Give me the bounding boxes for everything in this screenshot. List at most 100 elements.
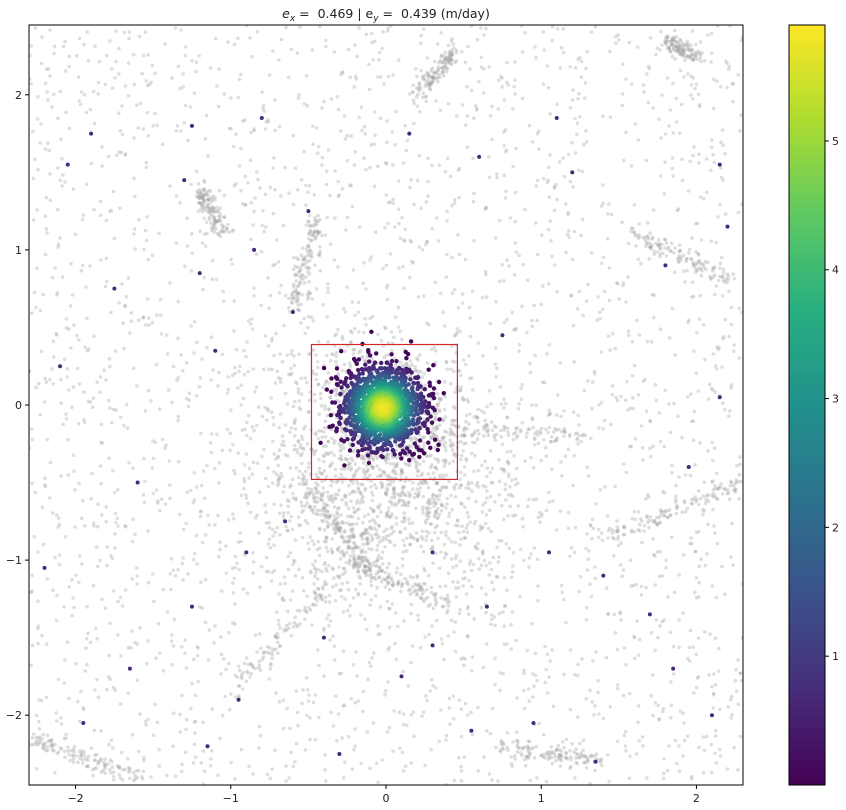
background-point bbox=[345, 580, 350, 585]
background-point bbox=[306, 250, 310, 254]
background-point bbox=[280, 434, 285, 438]
background-point bbox=[638, 637, 642, 642]
title-ex-value: = 0.469 | bbox=[295, 6, 365, 21]
background-point bbox=[316, 436, 321, 441]
background-point bbox=[252, 294, 256, 298]
background-point bbox=[461, 529, 466, 534]
background-point bbox=[443, 440, 447, 445]
background-point bbox=[361, 689, 366, 694]
background-point bbox=[659, 136, 663, 140]
background-point bbox=[291, 202, 296, 207]
background-point bbox=[723, 317, 728, 322]
background-point bbox=[259, 646, 263, 651]
background-point bbox=[500, 442, 505, 447]
background-point bbox=[595, 318, 599, 322]
background-point bbox=[332, 644, 337, 649]
background-point bbox=[126, 276, 131, 281]
background-point bbox=[450, 441, 455, 446]
background-point bbox=[489, 613, 494, 617]
background-point bbox=[38, 738, 43, 743]
background-point bbox=[637, 234, 642, 239]
background-point bbox=[297, 469, 302, 474]
background-point bbox=[237, 567, 241, 572]
background-point bbox=[78, 554, 82, 558]
background-point bbox=[49, 743, 53, 748]
background-point bbox=[276, 640, 280, 645]
background-point bbox=[320, 471, 325, 476]
background-point bbox=[342, 529, 347, 533]
background-point bbox=[327, 516, 331, 520]
background-point bbox=[43, 476, 47, 481]
background-point bbox=[532, 546, 537, 550]
background-point bbox=[157, 407, 162, 412]
background-point bbox=[697, 317, 702, 322]
background-point bbox=[361, 456, 366, 460]
background-point bbox=[42, 400, 47, 404]
background-point bbox=[313, 263, 317, 268]
background-point bbox=[88, 640, 93, 645]
background-point bbox=[302, 281, 307, 285]
background-point bbox=[404, 361, 409, 366]
background-point bbox=[217, 461, 222, 465]
background-point bbox=[123, 152, 128, 156]
background-point bbox=[233, 371, 237, 376]
background-point bbox=[146, 83, 150, 88]
background-point bbox=[179, 769, 184, 774]
background-point bbox=[709, 770, 714, 775]
background-point bbox=[236, 664, 241, 669]
background-point bbox=[393, 469, 398, 474]
background-point bbox=[64, 736, 68, 740]
background-point bbox=[242, 463, 247, 467]
background-point bbox=[296, 293, 300, 298]
background-point bbox=[199, 580, 203, 584]
background-point bbox=[419, 33, 424, 38]
background-point bbox=[510, 478, 514, 483]
background-point bbox=[635, 619, 639, 623]
background-point bbox=[650, 292, 655, 297]
background-point bbox=[429, 437, 433, 441]
background-point bbox=[104, 519, 108, 524]
background-point bbox=[324, 44, 328, 49]
background-point bbox=[383, 458, 388, 463]
background-point bbox=[52, 92, 56, 97]
background-point bbox=[351, 481, 355, 485]
background-point bbox=[29, 81, 33, 86]
background-point bbox=[435, 618, 439, 623]
background-point bbox=[41, 742, 45, 747]
background-point bbox=[102, 368, 106, 373]
background-point bbox=[585, 532, 589, 536]
background-point bbox=[729, 305, 734, 310]
background-point bbox=[310, 623, 314, 627]
background-point bbox=[662, 444, 667, 449]
background-point bbox=[697, 580, 701, 585]
background-point bbox=[320, 479, 324, 484]
background-point bbox=[739, 678, 743, 683]
background-point bbox=[73, 661, 78, 666]
background-point bbox=[373, 532, 378, 537]
background-point bbox=[296, 257, 301, 262]
background-point bbox=[299, 376, 304, 381]
background-point bbox=[678, 709, 682, 714]
background-point bbox=[291, 764, 296, 769]
background-point bbox=[658, 327, 663, 332]
background-point bbox=[306, 541, 310, 545]
background-point bbox=[255, 513, 260, 518]
background-point bbox=[709, 60, 713, 64]
background-point bbox=[99, 422, 104, 427]
background-point bbox=[369, 479, 373, 483]
background-point bbox=[312, 566, 317, 570]
background-point bbox=[407, 463, 412, 468]
background-point bbox=[205, 345, 209, 350]
background-point bbox=[38, 308, 43, 313]
background-point bbox=[296, 307, 300, 312]
background-point bbox=[304, 254, 309, 259]
background-point bbox=[249, 317, 254, 321]
background-point bbox=[388, 482, 393, 487]
background-point bbox=[304, 223, 309, 227]
background-point bbox=[467, 612, 471, 616]
background-point bbox=[613, 484, 617, 489]
background-point bbox=[582, 388, 587, 393]
background-point bbox=[601, 716, 606, 721]
background-point bbox=[404, 549, 409, 553]
background-point bbox=[298, 274, 302, 279]
